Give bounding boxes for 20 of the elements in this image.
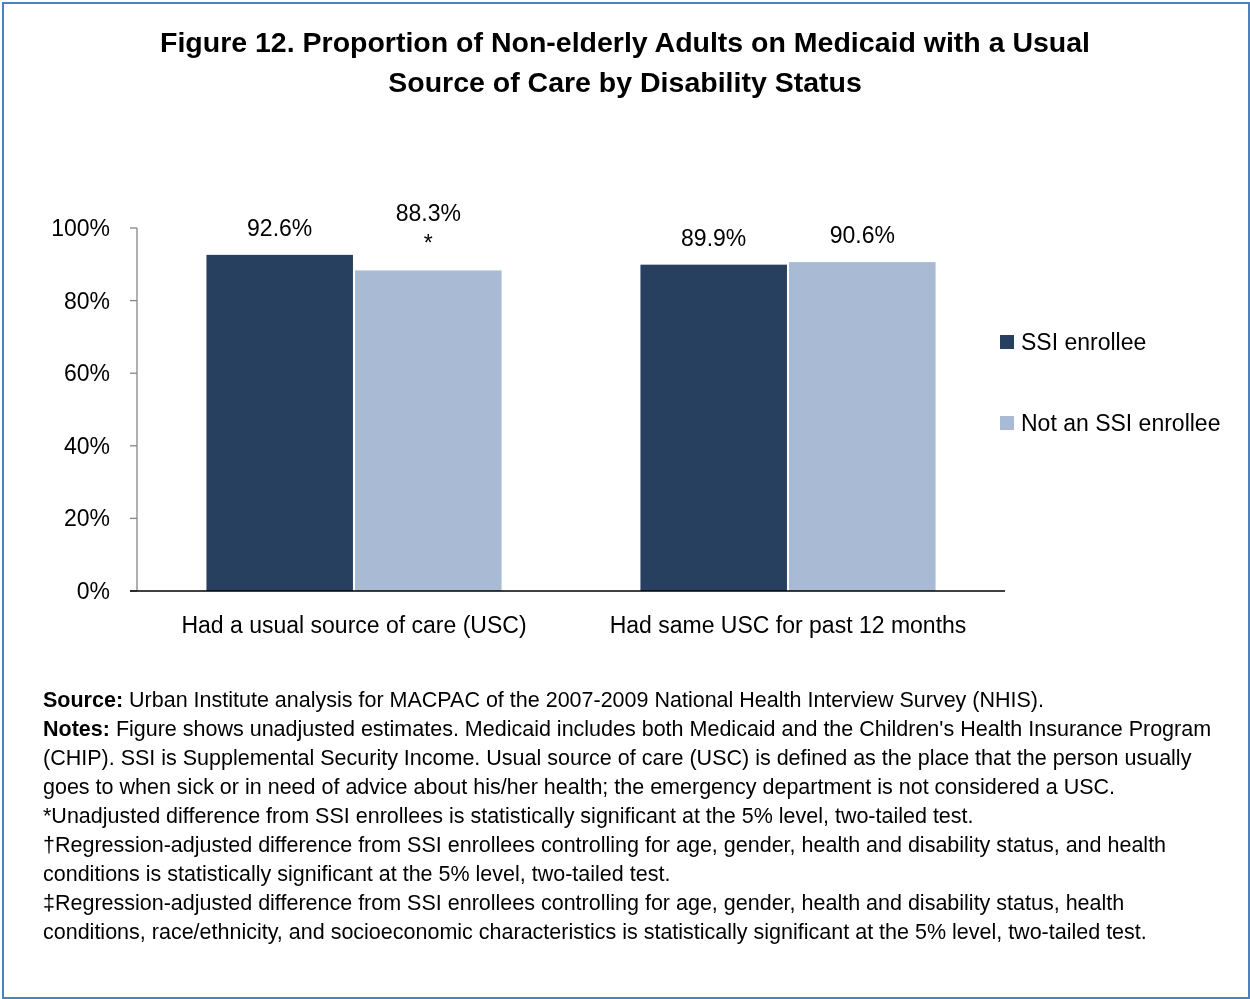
y-tick-label: 0% <box>76 578 110 605</box>
source-note: Source: Urban Institute analysis for MACPAC of the 2007-2009 National Health Interview Survey (NHIS). <box>43 687 1045 714</box>
legend-label: SSI enrollee <box>1021 329 1147 356</box>
text: *Unadjusted difference from SSI enrollees is statistically significant at the 5% level, two-tailed test. <box>43 803 975 830</box>
y-tick-label: 100% <box>51 215 110 242</box>
data-label: 88.3% * <box>395 200 461 257</box>
text: †Regression-adjusted difference from SSI enrollees controlling for age, gender, health and disability status, and health conditions is statistically significant at the 5% level, two-tailed test. <box>43 832 1168 888</box>
x-tick-label: Had same USC for past 12 months <box>609 612 967 639</box>
data-label: 92.6% <box>247 214 313 241</box>
y-tick-label: 80% <box>63 287 110 314</box>
chart-title: Figure 12. Proportion of Non-elderly Adults on Medicaid with a Usual Source of Care by Disability Status <box>159 25 1091 100</box>
text: ‡Regression-adjusted difference from SSI enrollees controlling for age, gender, health and disability status, health conditions, race/ethnicity, and socioeconomic characteristics is statistically significant at the 5% level, two-tailed test. <box>43 890 1148 946</box>
data-label: 90.6% <box>829 222 895 249</box>
y-tick-label: 20% <box>63 505 110 532</box>
data-label: 89.9% <box>681 224 747 251</box>
text: Notes: Figure shows unadjusted estimates. Medicaid includes both Medicaid and the Children's Health Insurance Program (CHIP). SSI is Supplemental Security Income. Usual source of care (USC) is defined as the place that the person usually goes to when sick or in need of advice about his/her health; the emergency department is not considered a USC. <box>43 716 1213 801</box>
y-tick-label: 40% <box>63 432 110 459</box>
x-tick-label: Had a usual source of care (USC) <box>181 612 527 639</box>
legend-label: Not an SSI enrollee <box>1021 410 1221 437</box>
y-tick-label: 60% <box>63 360 110 387</box>
